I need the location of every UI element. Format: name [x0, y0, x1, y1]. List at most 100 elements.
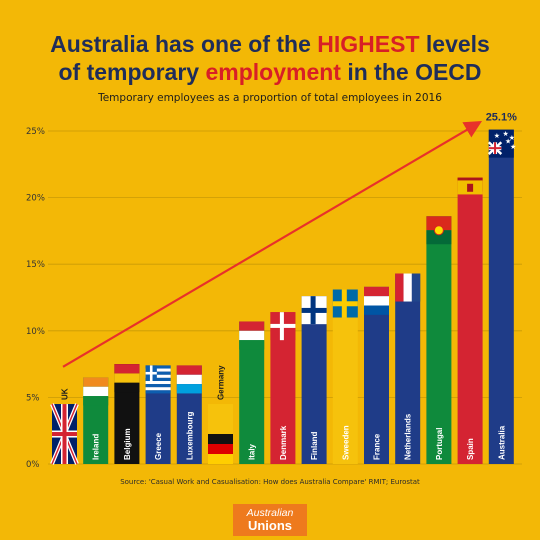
flag-cross: [332, 301, 358, 307]
y-tick-label: 5%: [26, 393, 40, 403]
trend-arrow: [62, 121, 483, 368]
flag-stripe: [364, 305, 389, 315]
flag-stripe: [83, 377, 109, 387]
flag-stripe: [145, 390, 171, 394]
flag-stripe: [145, 371, 171, 375]
flag-star: ★: [494, 132, 500, 140]
luxembourg-flag: [176, 365, 202, 394]
flag-stripe: [145, 374, 171, 378]
flag-stripe: [83, 386, 109, 397]
flag-stripe: [176, 384, 202, 394]
category-label: Spain: [466, 438, 475, 460]
flag-stripe: [426, 216, 452, 231]
category-label: France: [373, 433, 382, 460]
title-line2-start: of temporary: [58, 59, 206, 85]
flag-cross: [270, 323, 296, 328]
y-tick-label: 20%: [26, 194, 45, 204]
australia-flag: ★ ★★★★: [487, 129, 516, 158]
logo-line1: Australian: [246, 507, 294, 519]
germany-flag: [208, 434, 233, 464]
y-tick-label: 25%: [26, 127, 45, 137]
flag-stripe: [83, 396, 109, 406]
category-label: Australia: [497, 425, 506, 460]
denmark-flag: [270, 312, 296, 341]
highlight-value-label: 25.1%: [486, 112, 517, 124]
flag-star: ★: [509, 134, 515, 142]
category-label: Denmark: [279, 425, 288, 460]
bar-portugal: [426, 216, 452, 464]
flag-stripe: [114, 373, 140, 383]
category-label: Greece: [154, 432, 163, 460]
category-label: Portugal: [435, 428, 444, 460]
y-tick-label: 10%: [26, 327, 45, 337]
category-label: Finland: [310, 431, 319, 460]
page-title: Australia has one of the HIGHEST levels …: [0, 30, 540, 86]
italy-flag: [239, 321, 265, 350]
flag-stripe: [239, 340, 265, 350]
france-flag: [364, 286, 389, 315]
flag-stripe: [403, 273, 412, 302]
title-highlight-highest: HIGHEST: [317, 31, 420, 57]
flag-stripe: [208, 444, 233, 454]
flag-stripe: [145, 368, 171, 372]
flag-emblem: [433, 225, 444, 236]
finland-flag: [301, 296, 327, 325]
category-label: Ireland: [92, 434, 101, 460]
flag-stripe: [176, 374, 202, 385]
flag-star: ★: [505, 137, 511, 145]
title-line1-start: Australia has one of the: [50, 31, 318, 57]
title-line2-end: in the OECD: [340, 59, 482, 85]
bar-netherlands: [395, 273, 421, 464]
flag-stripe: [364, 296, 389, 306]
flag-stripe: [114, 364, 140, 374]
title-line1-end: levels: [419, 31, 490, 57]
greece-flag: [145, 365, 171, 394]
flag-stripe: [239, 330, 265, 341]
flag-stripe: [364, 286, 389, 297]
flag-star: ★: [503, 130, 509, 138]
flag-cross-red: [52, 432, 77, 437]
flag-stripe: [114, 382, 140, 393]
flag-stripe: [239, 321, 265, 331]
category-label: Belgium: [123, 428, 132, 460]
flag-stripe: [395, 273, 404, 302]
flag-cross: [301, 307, 327, 313]
flag-stripe: [145, 387, 171, 391]
spain-flag: [457, 177, 483, 195]
bar-sweeden: [332, 289, 358, 464]
bar-spain: [457, 177, 483, 464]
y-tick-label: 0%: [26, 460, 40, 470]
category-label: Netherlands: [404, 413, 413, 460]
category-label: Germany: [217, 365, 226, 400]
flag-stripe: [145, 380, 171, 385]
category-label: Italy: [248, 443, 257, 460]
flag-stripe: [208, 434, 233, 444]
netherlands-flag: [395, 273, 421, 302]
logo-line2: Unions: [247, 518, 293, 533]
category-label: UK: [61, 388, 70, 400]
ireland-flag: [83, 377, 109, 406]
title-highlight-employment: employment: [205, 59, 341, 85]
flag-cross: [145, 371, 157, 375]
y-tick-label: 15%: [26, 260, 45, 270]
flag-stripe: [176, 365, 202, 375]
australian-unions-logo: Australian Unions: [233, 504, 307, 536]
portugal-flag: [426, 216, 452, 245]
flag-emblem: [467, 183, 474, 192]
flag-stripe: [426, 230, 452, 245]
chart-subtitle: Temporary employees as a proportion of t…: [98, 92, 442, 104]
bar-australia: [488, 129, 514, 464]
sweden-flag: [332, 289, 358, 318]
flag-stripe: [145, 365, 171, 369]
flag-stripe: [145, 384, 171, 388]
source-note: Source: 'Casual Work and Casualisation: …: [120, 478, 420, 486]
flag-stripe: [145, 377, 171, 381]
belgium-flag: [114, 364, 140, 393]
flag-star: ★: [510, 143, 516, 151]
category-label: Sweeden: [341, 425, 350, 460]
flag-stripe: [411, 273, 421, 302]
flag-stripe: [208, 454, 233, 464]
flag-cross-red: [488, 147, 502, 150]
